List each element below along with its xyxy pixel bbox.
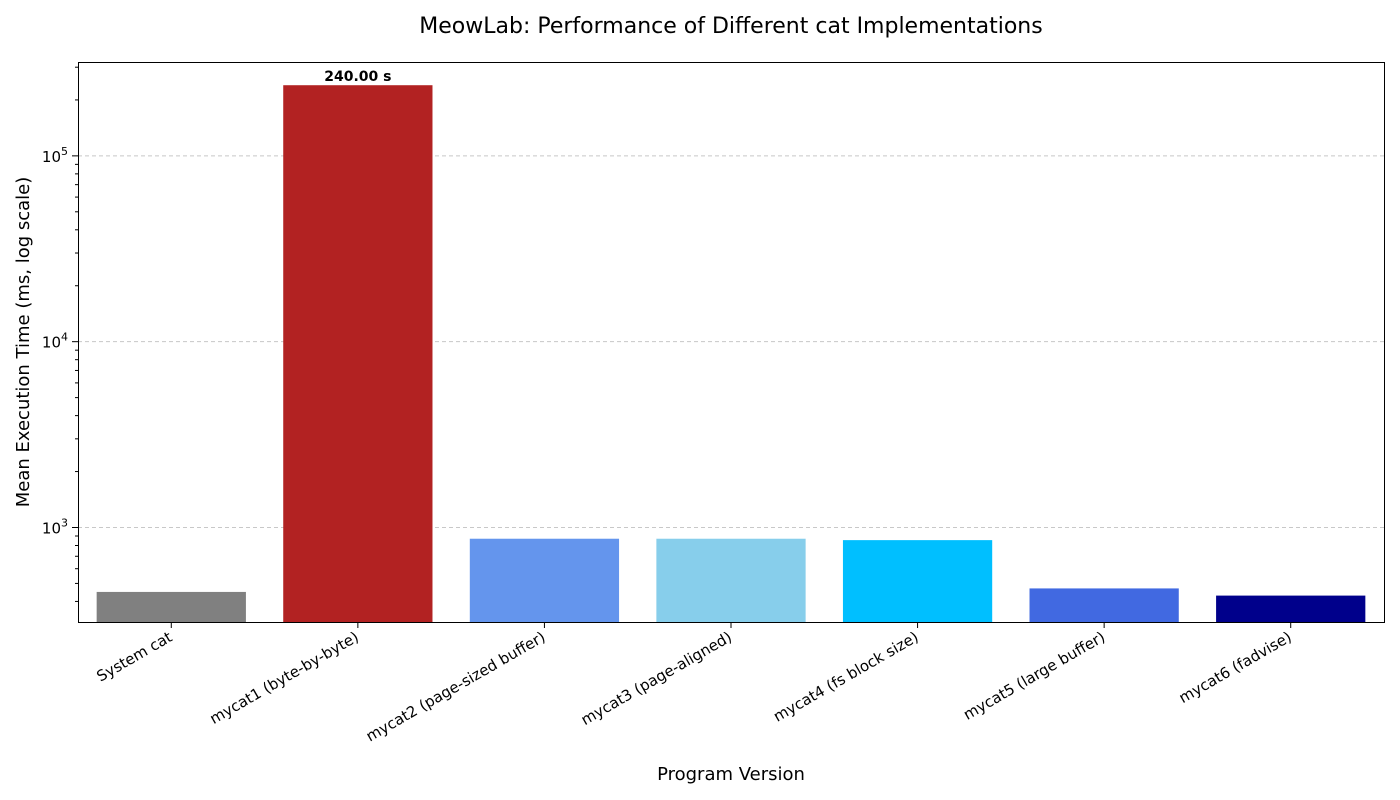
x-axis-ticks: System cat mycat1 (byte-by-byte) mycat2 (p… <box>94 622 1295 745</box>
x-tick-label: mycat4 (fs block size) <box>770 628 921 726</box>
bars <box>96 85 1366 622</box>
x-tick-label: mycat1 (byte-by-byte) <box>207 628 362 728</box>
bar <box>1029 588 1179 622</box>
y-tick-label: 104 <box>42 331 68 352</box>
plot-frame <box>78 62 1385 623</box>
grid-lines <box>78 155 1384 528</box>
x-tick-label: mycat6 (fadvise) <box>1176 628 1295 707</box>
bar <box>283 85 433 622</box>
y-axis-label: Mean Execution Time (ms, log scale) <box>13 177 34 508</box>
x-tick-label: mycat3 (page-aligned) <box>578 628 735 729</box>
bar <box>469 538 620 622</box>
bar <box>96 591 246 622</box>
x-tick-label: mycat5 (large buffer) <box>960 628 1108 724</box>
x-axis-label: Program Version <box>657 764 805 785</box>
bar <box>1216 595 1366 622</box>
bar <box>656 538 806 622</box>
y-tick-label: 105 <box>42 145 68 166</box>
x-tick-label: mycat2 (page-sized buffer) <box>363 628 549 746</box>
data-labels: 240.00 s <box>324 69 391 85</box>
y-axis-ticks: 103 104 105 <box>42 66 78 602</box>
x-tick-label: System cat <box>94 628 176 686</box>
y-tick-label: 103 <box>42 516 68 537</box>
bar <box>842 540 993 622</box>
data-label: 240.00 s <box>324 69 391 85</box>
chart-title: MeowLab: Performance of Different cat Im… <box>419 14 1042 39</box>
